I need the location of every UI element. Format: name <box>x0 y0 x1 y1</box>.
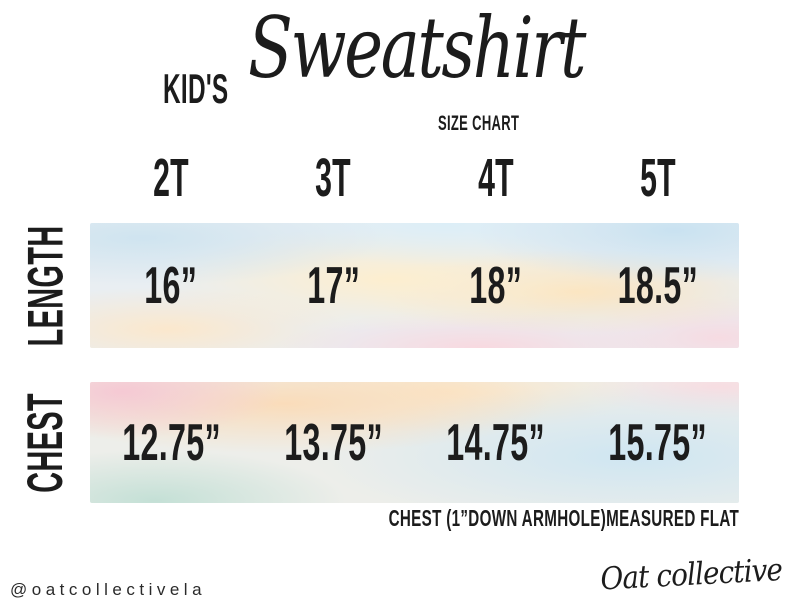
chest-cell-3t: 13.75” <box>254 417 413 469</box>
chest-row: 12.75” 13.75” 14.75” 15.75” <box>90 382 739 503</box>
chest-value: 13.75” <box>284 413 383 472</box>
size-header-label: 2T <box>153 148 190 208</box>
measurement-footnote-text: CHEST (1”DOWN ARMHOLE)MEASURED FLAT <box>388 505 739 531</box>
length-value: 18” <box>469 256 523 315</box>
size-header-3t: 3T <box>301 151 365 205</box>
row-label-length: LENGTH <box>17 223 74 348</box>
measurement-footnote: CHEST (1”DOWN ARMHOLE)MEASURED FLAT <box>208 507 739 531</box>
size-column-headers: 2T 3T 4T 5T <box>90 150 739 206</box>
row-label-text: CHEST <box>17 392 73 493</box>
title-kicker: KID'S <box>163 65 229 112</box>
size-header-label: 5T <box>639 148 676 208</box>
length-value: 17” <box>306 256 360 315</box>
length-cell-2t: 16” <box>128 260 213 312</box>
brand-signature: Oat collective <box>599 552 783 598</box>
length-cell-3t: 17” <box>291 260 376 312</box>
length-cell-5t: 18.5” <box>593 260 723 312</box>
chest-cell-4t: 14.75” <box>416 417 575 469</box>
size-header-5t: 5T <box>626 151 690 205</box>
size-header-label: 3T <box>315 148 352 208</box>
social-handle: @oatcollectivela <box>10 580 207 599</box>
title-subtitle: SIZE CHART <box>438 112 520 135</box>
length-row: 16” 17” 18” 18.5” <box>90 223 739 348</box>
chest-cell-2t: 12.75” <box>92 417 251 469</box>
row-label-text: LENGTH <box>17 225 74 346</box>
length-value: 16” <box>144 256 198 315</box>
chest-value: 12.75” <box>121 413 221 472</box>
length-cell-4t: 18” <box>453 260 538 312</box>
title-script: Sweatshirt <box>248 0 587 97</box>
length-value: 18.5” <box>617 256 699 315</box>
size-header-4t: 4T <box>464 151 528 205</box>
size-header-label: 4T <box>477 148 514 208</box>
size-header-2t: 2T <box>139 151 203 205</box>
chest-cell-5t: 15.75” <box>578 417 737 469</box>
chest-value: 15.75” <box>608 413 708 472</box>
chest-value: 14.75” <box>446 413 545 472</box>
row-label-chest: CHEST <box>17 382 73 503</box>
